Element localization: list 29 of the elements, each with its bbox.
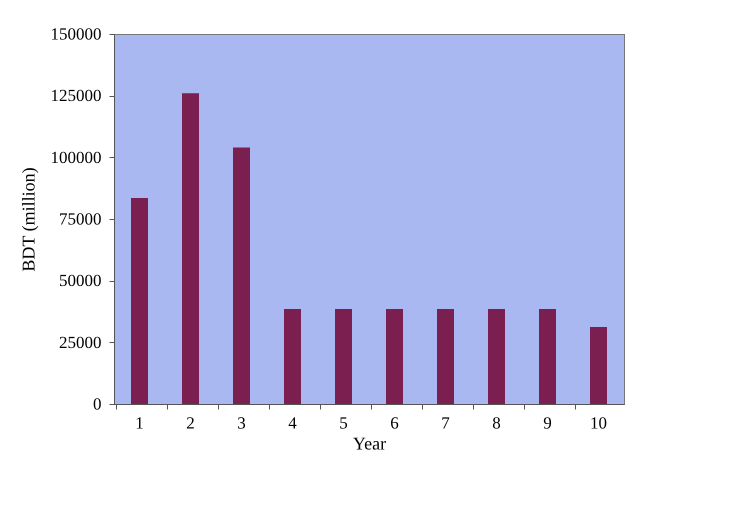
x-axis-title: Year <box>352 434 386 454</box>
bar <box>437 309 454 404</box>
x-tick-label: 1 <box>135 414 144 432</box>
y-axis-title: BDT (million) <box>18 167 38 272</box>
bar <box>182 93 199 404</box>
x-tick-label: 10 <box>590 414 607 432</box>
bar <box>386 309 403 404</box>
bar <box>131 198 148 404</box>
x-tick-label: 8 <box>492 414 501 432</box>
x-tick-label: 4 <box>288 414 298 432</box>
x-tick-label: 9 <box>543 414 552 432</box>
y-tick-label: 50000 <box>59 271 102 290</box>
bar <box>233 147 250 404</box>
x-tick-label: 2 <box>186 414 195 432</box>
y-tick-label: 125000 <box>50 86 102 106</box>
y-tick-label: 75000 <box>59 210 102 228</box>
bar <box>590 327 607 404</box>
bar <box>488 309 505 404</box>
y-tick-label: 150000 <box>50 24 102 44</box>
bar <box>284 309 301 404</box>
x-tick-label: 6 <box>390 414 399 432</box>
bar <box>335 309 352 404</box>
x-tick-label: 7 <box>441 414 450 432</box>
y-tick-label: 25000 <box>59 332 102 352</box>
bar <box>539 309 556 404</box>
y-tick-label: 100000 <box>50 148 102 167</box>
x-tick-label: 5 <box>339 414 348 432</box>
y-tick-label: 0 <box>93 394 102 414</box>
x-tick-label: 3 <box>237 414 246 432</box>
